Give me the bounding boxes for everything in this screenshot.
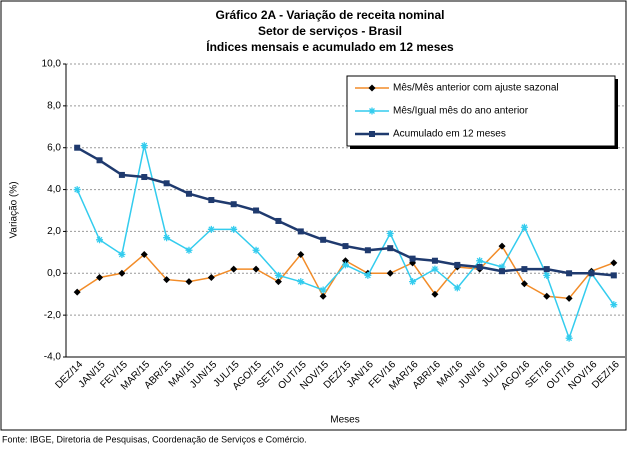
- marker: [368, 84, 376, 92]
- marker: [230, 201, 237, 208]
- marker: [498, 263, 506, 271]
- marker: [386, 230, 394, 238]
- marker: [163, 180, 170, 187]
- marker: [96, 273, 104, 281]
- marker: [543, 292, 551, 300]
- marker: [565, 294, 573, 302]
- marker: [431, 257, 438, 264]
- marker: [319, 286, 327, 294]
- source-note: Fonte: IBGE, Diretoria de Pesquisas, Coo…: [2, 434, 307, 444]
- marker: [252, 265, 260, 273]
- marker: [476, 257, 484, 265]
- marker: [409, 278, 417, 286]
- marker: [498, 242, 506, 250]
- y-tick-label: 4,0: [47, 184, 61, 195]
- marker: [185, 246, 193, 254]
- marker: [163, 276, 171, 284]
- marker: [73, 288, 81, 296]
- marker: [140, 250, 148, 258]
- y-tick-label: 10,0: [42, 59, 62, 70]
- marker: [342, 243, 349, 250]
- marker: [185, 278, 193, 286]
- marker: [565, 334, 573, 342]
- marker: [230, 265, 238, 273]
- y-tick-label: -2,0: [44, 310, 62, 321]
- y-tick-label: -4,0: [44, 352, 62, 363]
- y-tick-label: 6,0: [47, 142, 61, 153]
- marker: [364, 271, 372, 279]
- marker: [274, 271, 282, 279]
- marker: [208, 197, 215, 204]
- marker: [319, 292, 327, 300]
- series: [73, 142, 618, 342]
- marker: [230, 225, 238, 233]
- legend: [346, 75, 616, 147]
- marker: [141, 174, 148, 181]
- marker: [368, 107, 376, 115]
- marker: [566, 270, 573, 277]
- chart-title: Gráfico 2A - Variação de receita nominal: [216, 8, 445, 22]
- marker: [431, 290, 439, 298]
- series: [74, 144, 617, 279]
- marker: [320, 236, 327, 243]
- chart-subtitle: Índices mensais e acumulado em 12 meses: [206, 39, 454, 54]
- marker: [297, 250, 305, 258]
- marker: [118, 171, 125, 178]
- y-tick-label: 2,0: [47, 226, 61, 237]
- marker: [185, 190, 192, 197]
- marker: [252, 246, 260, 254]
- chart-border: [0, 0, 627, 431]
- marker: [96, 157, 103, 164]
- legend-label: Mês/Igual mês do ano anterior: [393, 106, 529, 117]
- marker: [431, 265, 439, 273]
- marker: [453, 284, 461, 292]
- marker: [409, 255, 416, 262]
- marker: [454, 261, 461, 268]
- marker: [588, 270, 595, 277]
- marker: [207, 225, 215, 233]
- marker: [521, 266, 528, 273]
- marker: [476, 264, 483, 271]
- x-axis-label: Meses: [330, 415, 359, 426]
- marker: [342, 261, 349, 269]
- marker: [274, 278, 282, 286]
- marker: [520, 280, 528, 288]
- marker: [543, 271, 551, 279]
- marker: [610, 272, 617, 279]
- marker: [253, 207, 260, 214]
- marker: [386, 269, 394, 277]
- marker: [118, 250, 126, 258]
- chart-subtitle: Setor de serviços - Brasil: [258, 24, 402, 38]
- marker: [610, 301, 618, 309]
- marker: [520, 223, 528, 231]
- marker: [118, 269, 126, 277]
- marker: [96, 236, 104, 244]
- marker: [73, 186, 81, 194]
- marker: [387, 245, 394, 252]
- marker: [140, 142, 148, 150]
- marker: [297, 228, 304, 235]
- marker: [297, 278, 305, 286]
- y-axis-label: Variação (%): [9, 181, 20, 238]
- y-tick-label: 8,0: [47, 100, 61, 111]
- marker: [364, 247, 371, 254]
- marker: [163, 234, 171, 242]
- legend-label: Acumulado em 12 meses: [393, 129, 506, 140]
- marker: [207, 273, 215, 281]
- marker: [610, 259, 618, 267]
- marker: [543, 266, 550, 273]
- marker: [499, 268, 506, 275]
- marker: [369, 131, 375, 137]
- marker: [74, 144, 81, 151]
- marker: [275, 217, 282, 224]
- legend-label: Mês/Mês anterior com ajuste sazonal: [393, 83, 559, 94]
- y-tick-label: 0,0: [47, 268, 61, 279]
